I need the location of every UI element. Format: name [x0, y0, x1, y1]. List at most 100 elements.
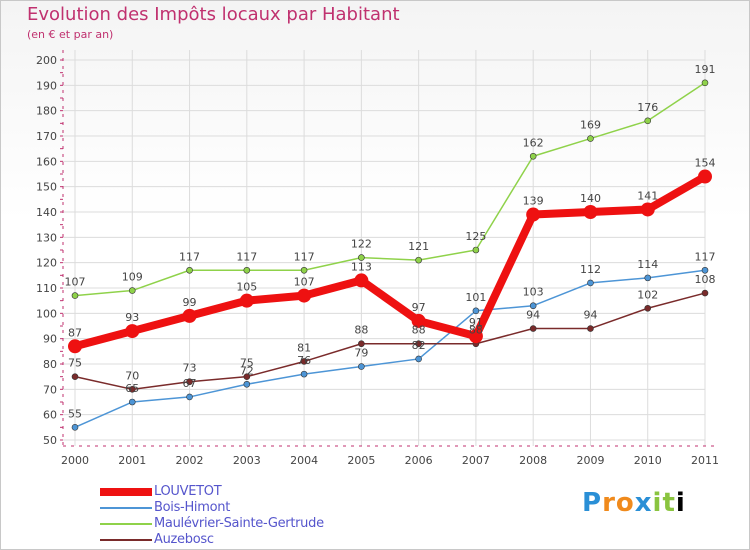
legend-swatch-bois-himont — [100, 507, 152, 509]
data-label: 81 — [297, 341, 311, 354]
data-label: 79 — [354, 347, 368, 360]
series-line-louvetot — [71, 172, 709, 351]
data-label: 67 — [183, 377, 197, 390]
legend-swatch-louvetot — [100, 488, 152, 496]
y-tick-label: 150 — [36, 181, 57, 194]
data-label: 75 — [240, 357, 254, 370]
y-tick-label: 90 — [43, 333, 57, 346]
series-line-auzebosc — [74, 292, 706, 391]
data-label: 191 — [695, 63, 716, 76]
data-label: 88 — [469, 324, 483, 337]
data-label: 88 — [412, 324, 426, 337]
data-point — [128, 287, 136, 294]
data-point — [701, 79, 709, 87]
data-point — [68, 339, 82, 354]
data-label: 101 — [465, 291, 486, 304]
y-tick-label: 60 — [43, 409, 57, 422]
data-point — [182, 308, 197, 323]
proxiti-logo: Proxiti — [582, 488, 686, 518]
data-label: 91 — [469, 316, 483, 329]
data-point — [358, 254, 365, 261]
data-label: 140 — [580, 192, 601, 205]
y-tick-label: 170 — [36, 130, 57, 143]
data-point — [698, 169, 712, 184]
data-label: 169 — [580, 119, 601, 132]
data-point — [354, 273, 369, 288]
data-label: 162 — [523, 136, 544, 149]
data-label: 107 — [294, 276, 315, 289]
data-label: 107 — [65, 276, 86, 289]
x-tick-label: 2000 — [61, 454, 89, 467]
data-point — [529, 152, 537, 160]
chart-subtitle: (en € et par an) — [27, 28, 114, 41]
data-point — [358, 363, 365, 370]
data-label: 103 — [523, 286, 544, 299]
data-point — [644, 117, 652, 125]
data-label: 117 — [695, 250, 716, 263]
data-point — [529, 302, 537, 310]
data-point — [71, 373, 79, 380]
y-tick-label: 190 — [36, 79, 57, 92]
series-line-bois-himont — [74, 269, 706, 429]
data-label: 176 — [637, 101, 658, 114]
legend-label: Maulévrier-Sainte-Gertrude — [154, 516, 324, 531]
x-tick-label: 2006 — [405, 454, 433, 467]
x-tick-label: 2008 — [519, 454, 547, 467]
data-label: 113 — [351, 260, 372, 273]
data-label: 122 — [351, 238, 372, 251]
data-label: 82 — [412, 339, 426, 352]
data-label: 70 — [125, 369, 139, 382]
x-tick-label: 2011 — [691, 454, 719, 467]
data-label: 125 — [465, 230, 486, 243]
data-point — [71, 424, 79, 431]
data-point — [587, 325, 594, 332]
x-tick-label: 2005 — [347, 454, 375, 467]
data-point — [701, 289, 709, 297]
data-point — [128, 398, 136, 406]
data-point — [468, 329, 483, 344]
x-tick-label: 2002 — [176, 454, 204, 467]
data-label: 117 — [179, 250, 200, 263]
y-tick-label: 180 — [36, 105, 57, 118]
data-point — [128, 386, 136, 393]
data-point — [186, 266, 193, 274]
x-tick-label: 2007 — [462, 454, 490, 467]
data-point — [583, 205, 598, 219]
data-point — [472, 246, 480, 254]
data-label: 94 — [526, 309, 540, 322]
y-tick-label: 110 — [36, 282, 57, 295]
data-point — [526, 207, 541, 222]
data-label: 112 — [580, 263, 601, 276]
y-tick-label: 50 — [43, 434, 57, 447]
data-label: 102 — [637, 288, 658, 301]
data-label: 108 — [695, 273, 716, 286]
data-label: 65 — [125, 382, 139, 395]
data-point — [300, 358, 308, 365]
x-tick-label: 2009 — [576, 454, 604, 467]
y-tick-label: 100 — [36, 307, 57, 320]
data-point — [529, 325, 537, 332]
x-tick-label: 2010 — [634, 454, 662, 467]
data-point — [186, 378, 193, 386]
data-label: 73 — [183, 362, 197, 375]
data-label: 154 — [695, 157, 716, 170]
data-label: 114 — [637, 258, 658, 271]
data-label: 88 — [354, 324, 368, 337]
x-tick-label: 2003 — [233, 454, 261, 467]
data-label: 109 — [122, 271, 143, 284]
data-label: 121 — [408, 240, 429, 253]
data-point — [701, 266, 709, 274]
data-point — [243, 266, 251, 274]
x-tick-label: 2001 — [118, 454, 146, 467]
data-point — [186, 393, 193, 401]
data-point — [239, 293, 254, 308]
data-point — [415, 256, 422, 264]
x-tick-label: 2004 — [290, 454, 318, 467]
data-label: 87 — [68, 326, 82, 339]
data-point — [644, 304, 652, 312]
series-line-maul-vrier-sainte-gertrude — [74, 82, 706, 297]
data-label: 76 — [297, 354, 311, 367]
legend-swatch-maulevrier — [100, 523, 152, 525]
data-label: 117 — [236, 250, 257, 263]
